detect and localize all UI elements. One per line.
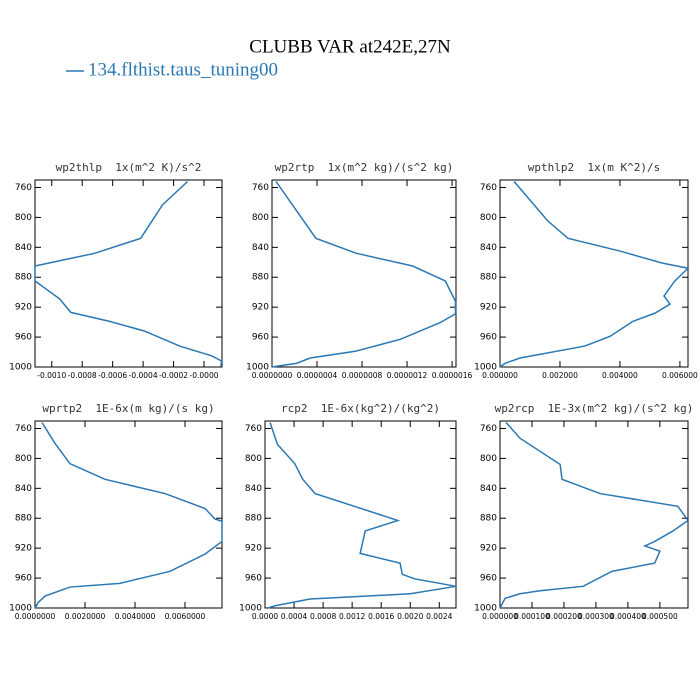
y-tick-label: 960 — [480, 574, 497, 584]
x-tick-label: 0.002000 — [542, 371, 578, 380]
y-tick-label: 760 — [15, 424, 32, 434]
x-tick-label: -0.0010 — [37, 371, 66, 380]
x-tick-label: -0.0004 — [129, 371, 158, 380]
panel-title: rcp2 1E-6x(kg^2)/(kg^2) — [281, 402, 440, 415]
y-tick-label: 760 — [252, 183, 269, 193]
y-tick-label: 880 — [480, 273, 497, 283]
y-tick-label: 760 — [245, 424, 262, 434]
plot-frame — [271, 179, 457, 368]
profile-line — [267, 422, 457, 609]
profile-line — [34, 422, 223, 609]
profile-line — [499, 422, 690, 609]
panel-title: wp2thlp 1x(m^2 K)/s^2 — [56, 161, 202, 174]
x-tick-label: 0.0000012 — [387, 371, 428, 380]
x-tick-label: 0.0004 — [281, 612, 307, 621]
y-tick-label: 920 — [480, 544, 497, 554]
y-tick-label: 960 — [245, 574, 262, 584]
y-tick-label: 920 — [15, 303, 32, 313]
y-tick-label: 920 — [480, 303, 497, 313]
y-tick-label: 800 — [15, 213, 32, 223]
profile-line — [499, 181, 690, 368]
y-tick-label: 1000 — [9, 604, 32, 614]
x-tick-label: 0.000400 — [610, 612, 646, 621]
y-tick-label: 800 — [15, 454, 32, 464]
x-tick-label: 0.0008 — [310, 612, 336, 621]
y-tick-label: 920 — [252, 303, 269, 313]
x-tick-label: 0.000100 — [514, 612, 550, 621]
y-tick-label: 760 — [15, 183, 32, 193]
panel-title: wp2rcp 1E-3x(m^2 kg)/(s^2 kg) — [495, 402, 694, 415]
x-tick-label: 0.0000 — [252, 612, 278, 621]
x-tick-label: -0.0006 — [98, 371, 127, 380]
x-tick-label: 0.0000000 — [15, 612, 56, 621]
x-tick-label: 0.0000004 — [297, 371, 338, 380]
y-tick-label: 960 — [480, 333, 497, 343]
x-tick-label: -0.0000 — [190, 371, 219, 380]
x-tick-label: 0.0040000 — [115, 612, 156, 621]
y-tick-label: 880 — [480, 514, 497, 524]
x-tick-label: 0.0000016 — [432, 371, 473, 380]
legend-label: 134.flthist.taus_tuning00 — [88, 59, 278, 80]
x-tick-label: 0.006000 — [662, 371, 698, 380]
x-tick-label: 0.0016 — [368, 612, 394, 621]
plot-frame — [499, 420, 689, 609]
profile-line — [271, 181, 457, 368]
y-tick-label: 840 — [480, 243, 497, 253]
y-tick-label: 1000 — [246, 363, 269, 373]
plot-frame — [499, 179, 689, 368]
y-tick-label: 1000 — [474, 363, 497, 373]
y-tick-label: 760 — [480, 183, 497, 193]
figure-title: CLUBB VAR at242E,27N — [249, 36, 451, 57]
y-tick-label: 800 — [480, 213, 497, 223]
y-tick-label: 920 — [245, 544, 262, 554]
y-tick-label: 840 — [480, 484, 497, 494]
x-tick-label: 0.000500 — [642, 612, 678, 621]
y-tick-label: 840 — [15, 243, 32, 253]
x-tick-label: 0.000000 — [482, 371, 518, 380]
y-tick-label: 1000 — [474, 604, 497, 614]
x-tick-label: 0.0060000 — [165, 612, 206, 621]
y-tick-label: 1000 — [9, 363, 32, 373]
x-tick-label: 0.004000 — [602, 371, 638, 380]
y-tick-label: 880 — [245, 514, 262, 524]
panel-title: wpthlp2 1x(m K^2)/s — [528, 161, 660, 174]
x-tick-label: 0.0020 — [397, 612, 423, 621]
x-tick-label: 0.000300 — [578, 612, 614, 621]
y-tick-label: 920 — [15, 544, 32, 554]
y-tick-label: 760 — [480, 424, 497, 434]
y-tick-label: 1000 — [239, 604, 262, 614]
profile-line — [34, 180, 223, 368]
y-tick-label: 800 — [245, 454, 262, 464]
x-tick-label: -0.0008 — [68, 371, 97, 380]
x-tick-label: -0.0002 — [159, 371, 188, 380]
x-tick-label: 0.000000 — [482, 612, 518, 621]
y-tick-label: 880 — [15, 514, 32, 524]
y-tick-label: 960 — [15, 574, 32, 584]
x-tick-label: 0.000200 — [546, 612, 582, 621]
x-tick-label: 0.0024 — [426, 612, 452, 621]
x-tick-label: 0.0000008 — [342, 371, 383, 380]
panel-title: wp2rtp 1x(m^2 kg)/(s^2 kg) — [275, 161, 454, 174]
x-tick-label: 0.0020000 — [65, 612, 106, 621]
panel-title: wprtp2 1E-6x(m kg)/(s kg) — [42, 402, 214, 415]
plot-frame — [264, 420, 457, 609]
y-tick-label: 840 — [245, 484, 262, 494]
y-tick-label: 960 — [252, 333, 269, 343]
y-tick-label: 880 — [252, 273, 269, 283]
y-tick-label: 800 — [252, 213, 269, 223]
plot-frame — [34, 420, 223, 609]
x-tick-label: 0.0012 — [339, 612, 365, 621]
x-tick-label: 0.0000000 — [252, 371, 293, 380]
y-tick-label: 840 — [15, 484, 32, 494]
y-tick-label: 840 — [252, 243, 269, 253]
y-tick-label: 880 — [15, 273, 32, 283]
y-tick-label: 960 — [15, 333, 32, 343]
y-tick-label: 800 — [480, 454, 497, 464]
